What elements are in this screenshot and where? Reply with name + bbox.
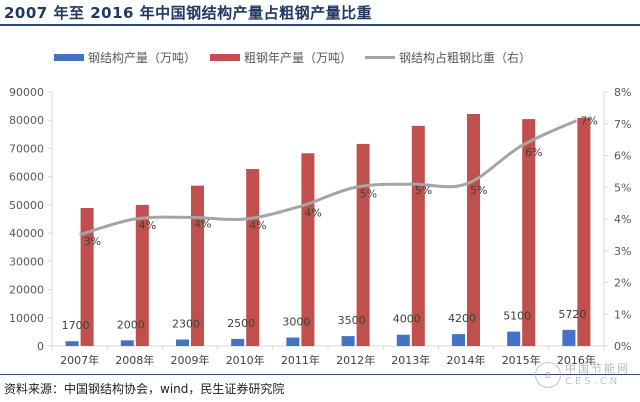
bar-crude-steel bbox=[577, 117, 591, 346]
x-tick-label: 2015年 bbox=[502, 353, 541, 367]
data-label-steel-structure: 4000 bbox=[393, 313, 421, 326]
legend-label: 钢结构产量（万吨） bbox=[88, 51, 197, 65]
x-tick-label: 2011年 bbox=[281, 353, 320, 367]
right-tick-label: 4% bbox=[614, 213, 631, 226]
data-label-steel-structure: 3000 bbox=[282, 316, 310, 329]
x-tick-label: 2007年 bbox=[60, 353, 99, 367]
bar-steel-structure bbox=[120, 340, 134, 346]
bar-steel-structure bbox=[396, 334, 410, 346]
watermark-logo-icon: e bbox=[535, 362, 561, 388]
source-note: 资料来源：中国钢结构协会，wind，民生证券研究院 bbox=[4, 382, 285, 396]
bar-crude-steel bbox=[467, 114, 480, 346]
watermark: e 中国节能网 CES.CN bbox=[535, 360, 640, 400]
left-tick-label: 20000 bbox=[9, 284, 44, 297]
x-tick-label: 2016年 bbox=[557, 353, 596, 367]
bar-crude-steel bbox=[191, 185, 204, 346]
legend-swatch-blue bbox=[54, 54, 84, 61]
bar-crude-steel bbox=[80, 207, 94, 346]
data-label-ratio: 3% bbox=[84, 235, 101, 248]
bar-steel-structure bbox=[452, 334, 465, 346]
bar-steel-structure bbox=[286, 337, 300, 346]
data-label-ratio: 7% bbox=[580, 115, 597, 128]
data-label-ratio: 4% bbox=[139, 219, 156, 232]
legend-swatch-red bbox=[210, 54, 240, 61]
right-tick-label: 6% bbox=[614, 150, 631, 163]
bar-steel-structure bbox=[231, 338, 245, 346]
data-label-steel-structure: 3500 bbox=[338, 314, 366, 327]
ratio-line bbox=[79, 119, 578, 237]
data-label-steel-structure: 2300 bbox=[172, 318, 200, 331]
x-tick-label: 2008年 bbox=[115, 353, 154, 367]
x-tick-label: 2013年 bbox=[391, 353, 430, 367]
left-tick-label: 80000 bbox=[9, 114, 44, 127]
right-tick-label: 0% bbox=[614, 340, 631, 353]
data-label-steel-structure: 2000 bbox=[117, 318, 145, 331]
left-tick-label: 40000 bbox=[9, 227, 44, 240]
left-tick-label: 50000 bbox=[9, 199, 44, 212]
left-tick-label: 60000 bbox=[9, 171, 44, 184]
legend-item-crude-steel: 粗钢年产量（万吨） bbox=[210, 49, 352, 66]
source-divider bbox=[0, 374, 640, 375]
right-tick-label: 7% bbox=[614, 118, 631, 131]
chart-plot: 0 10000 20000 30000 40000 50000 60000 70000 8000… bbox=[9, 86, 631, 367]
left-tick-label: 90000 bbox=[9, 86, 44, 99]
right-tick-label: 8% bbox=[614, 86, 631, 99]
right-tick-label: 1% bbox=[614, 308, 631, 321]
left-tick-label: 30000 bbox=[9, 255, 44, 268]
data-label-steel-structure: 2500 bbox=[227, 317, 255, 330]
right-tick-label: 3% bbox=[614, 245, 631, 258]
bar-steel-structure bbox=[562, 329, 576, 346]
bar-crude-steel bbox=[246, 169, 260, 346]
bar-steel-structure bbox=[341, 336, 355, 346]
legend-swatch-line bbox=[365, 56, 395, 59]
watermark-url: CES.CN bbox=[565, 376, 621, 387]
x-tick-label: 2014年 bbox=[447, 353, 486, 367]
legend-label: 粗钢年产量（万吨） bbox=[244, 51, 353, 65]
x-tick-label: 2009年 bbox=[171, 353, 210, 367]
chart-title: 2007 年至 2016 年中国钢结构产量占粗钢产量比重 bbox=[4, 4, 373, 22]
data-label-ratio: 4% bbox=[249, 219, 266, 232]
legend: 钢结构产量（万吨） 粗钢年产量（万吨） 钢结构占粗钢比重（右） bbox=[0, 49, 640, 69]
bar-steel-structure bbox=[65, 341, 79, 346]
data-label-steel-structure: 5100 bbox=[503, 310, 531, 323]
left-tick-label: 0 bbox=[37, 340, 44, 353]
data-label-ratio: 4% bbox=[304, 206, 321, 219]
data-label-steel-structure: 4200 bbox=[448, 312, 476, 325]
legend-item-steel-structure: 钢结构产量（万吨） bbox=[54, 49, 196, 66]
right-tick-label: 5% bbox=[614, 181, 631, 194]
data-label-ratio: 6% bbox=[525, 146, 542, 159]
data-label-ratio: 4% bbox=[194, 217, 211, 230]
watermark-text: 中国节能网 bbox=[565, 362, 630, 375]
bar-crude-steel bbox=[411, 125, 425, 346]
x-tick-label: 2012年 bbox=[336, 353, 375, 367]
right-tick-label: 2% bbox=[614, 277, 631, 290]
data-label-ratio: 5% bbox=[415, 184, 432, 197]
legend-item-ratio: 钢结构占粗钢比重（右） bbox=[365, 49, 531, 66]
data-label-steel-structure: 1700 bbox=[62, 319, 90, 332]
bar-steel-structure bbox=[176, 339, 189, 346]
data-label-steel-structure: 5720 bbox=[558, 308, 586, 321]
data-label-ratio: 5% bbox=[470, 184, 487, 197]
bar-crude-steel bbox=[356, 143, 370, 346]
left-tick-label: 10000 bbox=[9, 312, 44, 325]
left-tick-label: 70000 bbox=[9, 142, 44, 155]
title-divider bbox=[0, 24, 640, 26]
legend-label: 钢结构占粗钢比重（右） bbox=[399, 51, 532, 65]
data-label-ratio: 5% bbox=[360, 187, 377, 200]
bar-crude-steel bbox=[135, 204, 149, 346]
x-tick-label: 2010年 bbox=[226, 353, 265, 367]
bar-steel-structure bbox=[507, 331, 521, 346]
bar-crude-steel bbox=[522, 119, 536, 346]
